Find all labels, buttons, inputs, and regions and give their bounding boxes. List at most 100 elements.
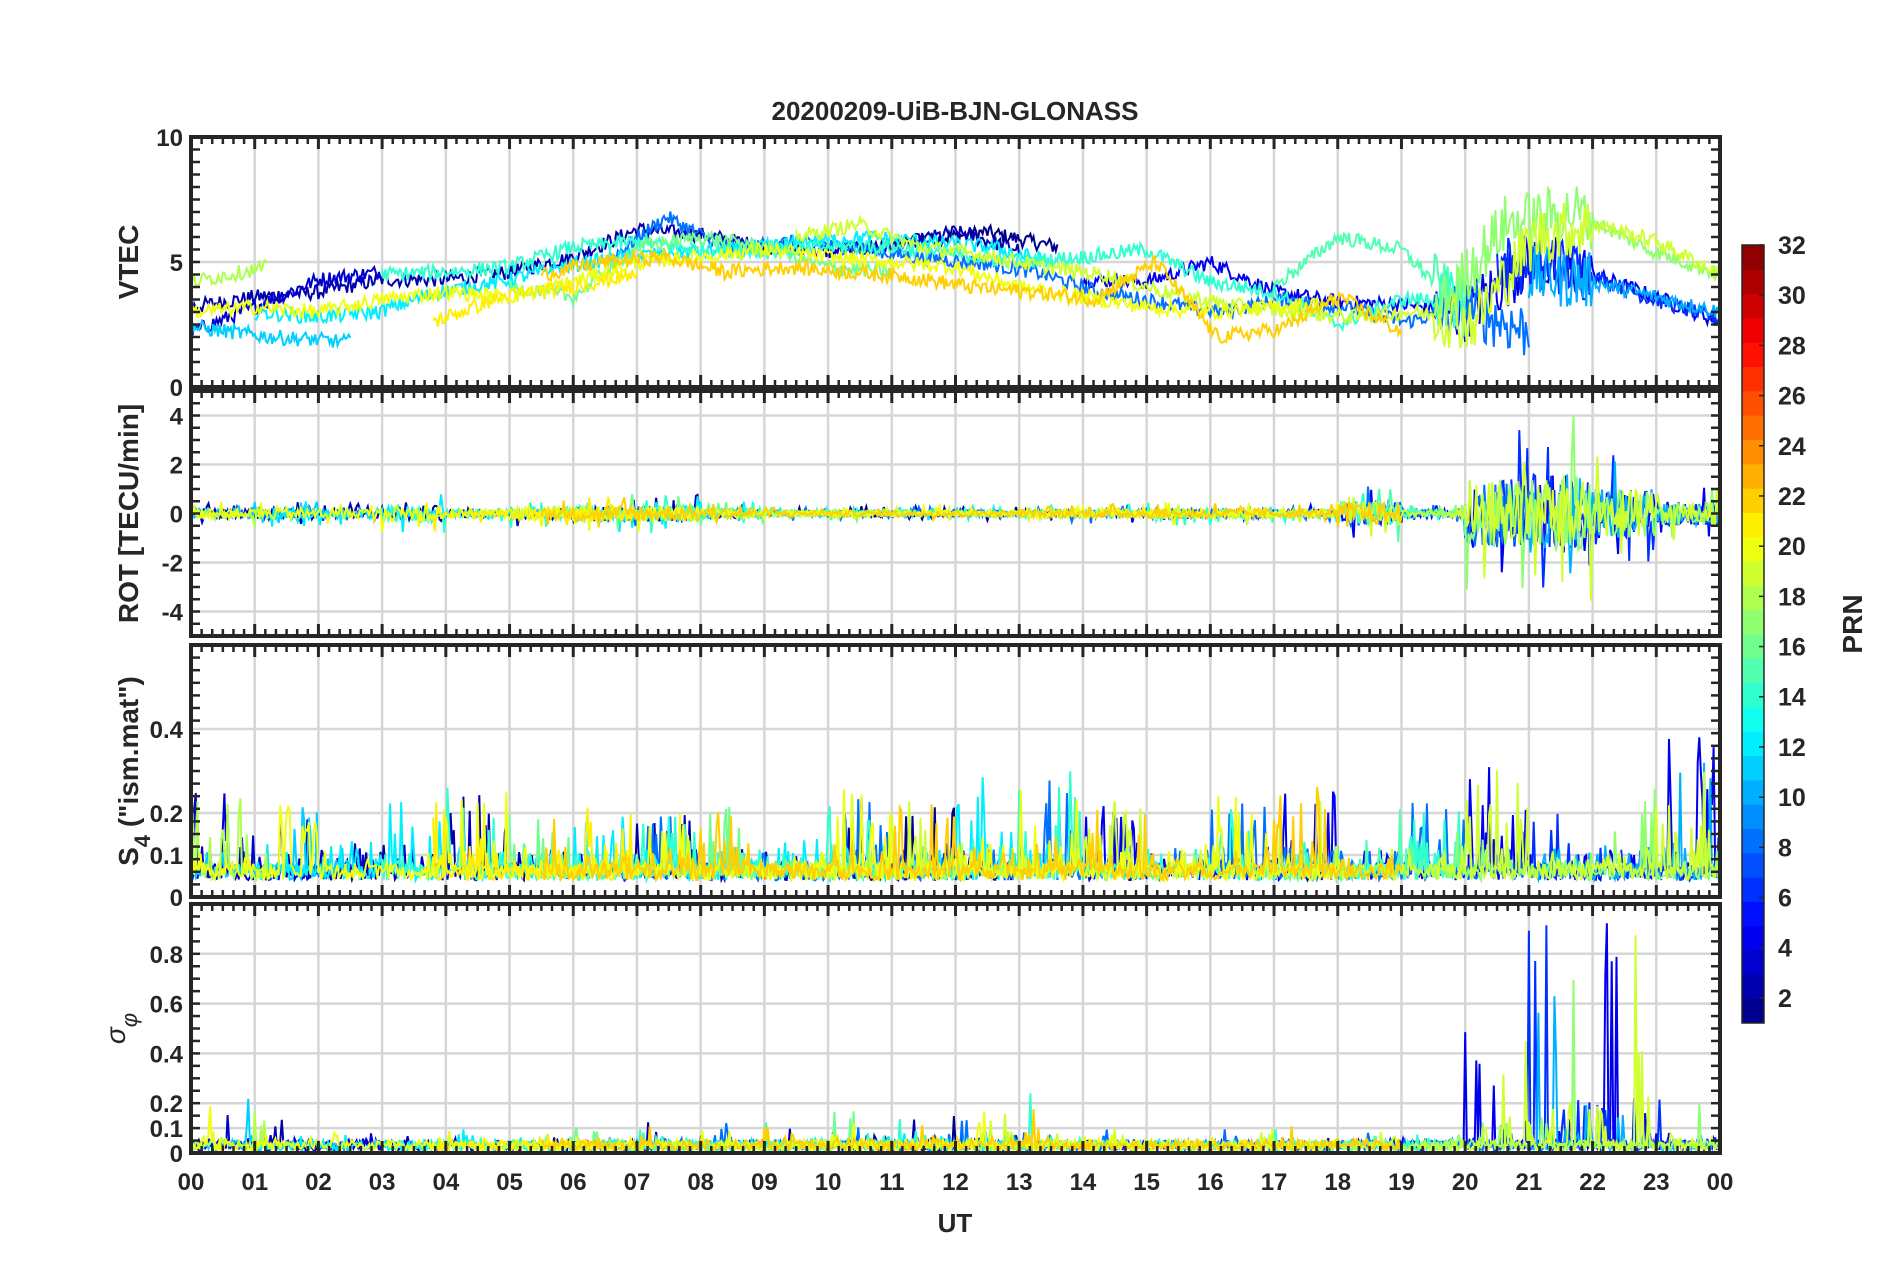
series-line-prn-22 (540, 497, 1403, 528)
colorbar-tick-label: 2 (1778, 985, 1792, 1013)
series-line-prn-21 (432, 496, 638, 532)
colorbar-segment (1742, 828, 1764, 854)
colorbar-tick-label: 6 (1778, 885, 1792, 913)
series-line-prn-21 (432, 802, 638, 882)
x-tick-label: 20 (1452, 1169, 1479, 1196)
x-tick-label: 01 (241, 1169, 268, 1196)
axes-box (189, 902, 1722, 1155)
series-line-prn-11 (191, 319, 352, 350)
y-tick-label: 0.8 (150, 942, 183, 969)
x-tick-label: 18 (1324, 1169, 1351, 1196)
y-tick-label: 0.6 (150, 992, 183, 1019)
series-line-prn-3 (191, 264, 383, 336)
colorbar-segment (1742, 974, 1764, 1000)
colorbar-segment (1742, 901, 1764, 927)
y-tick-label: 0 (170, 885, 183, 912)
y-tick-label: 4 (170, 404, 184, 431)
series-line-prn-18 (191, 258, 269, 289)
x-tick-label: 15 (1133, 1169, 1160, 1196)
colorbar-segment (1742, 245, 1764, 270)
x-tick-label: 00 (178, 1169, 205, 1196)
series-line-prn-22 (540, 786, 1403, 883)
colorbar-segment (1742, 512, 1764, 538)
y-tick-label: 0.4 (150, 1041, 184, 1068)
series-line-prn-22 (540, 246, 1403, 344)
x-tick-label: 13 (1006, 1169, 1033, 1196)
y-tick-label: 0.1 (150, 1116, 183, 1143)
x-tick-label: 16 (1197, 1169, 1224, 1196)
x-tick-label: 10 (815, 1169, 842, 1196)
series-line-prn-19 (795, 203, 1720, 349)
colorbar-tick-label: 14 (1778, 684, 1806, 712)
x-tick-label: 23 (1643, 1169, 1670, 1196)
colorbar-segment (1742, 488, 1764, 513)
colorbar-segment (1742, 293, 1764, 319)
colorbar-segment (1742, 415, 1764, 440)
x-tick-label: 08 (687, 1169, 714, 1196)
colorbar-segment (1742, 269, 1764, 295)
axes-box (189, 643, 1722, 899)
series-line-prn-14 (381, 232, 1467, 333)
colorbar-segment (1742, 658, 1764, 684)
x-tick-label: 21 (1516, 1169, 1543, 1196)
chart-title: 20200209-UiB-BJN-GLONASS (771, 96, 1138, 126)
x-tick-label: 09 (751, 1169, 778, 1196)
colorbar-segment (1742, 561, 1764, 586)
y-tick-label: 10 (156, 125, 183, 152)
series-line-prn-20 (191, 501, 1339, 533)
series-line-prn-4 (1081, 236, 1720, 343)
x-tick-label: 11 (879, 1169, 904, 1196)
colorbar-segment (1742, 852, 1764, 878)
panel-2: -4 -2 0 2 4 ROT [TECU/min] (113, 389, 1722, 638)
y-tick-label: 0 (170, 502, 183, 529)
x-axis-label: UT (938, 1208, 973, 1238)
colorbar-segment (1742, 439, 1764, 465)
panel-4: 00.10.2 0.4 0.6 0.8 σφ (100, 902, 1722, 1168)
y-tick-label: 0.1 (150, 843, 183, 870)
colorbar-segment (1742, 366, 1764, 392)
colorbar-tick-label: 30 (1778, 282, 1806, 310)
colorbar-segment (1742, 998, 1764, 1024)
y-tick-label: 2 (170, 453, 183, 480)
colorbar-tick-label: 20 (1778, 533, 1806, 561)
x-tick-label: 14 (1070, 1169, 1097, 1196)
y-axis-label: VTEC (113, 225, 144, 300)
colorbar-tick-label: 28 (1778, 332, 1806, 360)
colorbar-segment (1742, 779, 1764, 805)
y-axis-label: ROT [TECU/min] (113, 404, 144, 623)
axes-box (189, 389, 1722, 638)
y-tick-label: 0 (170, 375, 183, 402)
colorbar-tick-label: 4 (1778, 935, 1792, 963)
series-line-prn-20 (191, 241, 1339, 322)
y-tick-label: 5 (170, 250, 183, 277)
colorbar-segment (1742, 634, 1764, 659)
x-tick-label: 19 (1388, 1169, 1415, 1196)
series-line-prn-22 (541, 1109, 1402, 1153)
colorbar-segment (1742, 925, 1764, 951)
x-tick-label: 05 (496, 1169, 523, 1196)
x-tick-label: 04 (432, 1169, 459, 1196)
x-tick-label: 00 (1707, 1169, 1734, 1196)
x-tick-label: 12 (942, 1169, 969, 1196)
colorbar-label: PRN (1837, 594, 1868, 653)
colorbar-tick-label: 24 (1778, 433, 1806, 461)
x-tick-labels: 00 01 02 03 04 05 06 07 08 09 10 11 12 13 14 15 16 17 18 19… (178, 1169, 1734, 1196)
colorbar-segment (1742, 682, 1764, 708)
x-tick-label: 06 (560, 1169, 587, 1196)
y-tick-label: 0.4 (150, 717, 184, 744)
colorbar-segment (1742, 536, 1764, 562)
colorbar-segment (1742, 731, 1764, 757)
panel-1: 0 5 10 VTEC (113, 125, 1722, 402)
colorbar-segment (1742, 390, 1764, 416)
colorbar-segment (1742, 877, 1764, 902)
colorbar-segment (1742, 463, 1764, 489)
series-line-prn-19 (795, 935, 1720, 1153)
colorbar-tick-label: 12 (1778, 734, 1806, 762)
y-axis-label: S4 ("ism.mat") (113, 676, 155, 866)
colorbar-segment (1742, 706, 1764, 732)
colorbar-segment (1742, 950, 1764, 975)
series-line-prn-8 (604, 211, 1530, 356)
colorbar-segment (1742, 609, 1764, 635)
series-line-prn-10 (1527, 245, 1720, 318)
x-tick-label: 22 (1579, 1169, 1606, 1196)
